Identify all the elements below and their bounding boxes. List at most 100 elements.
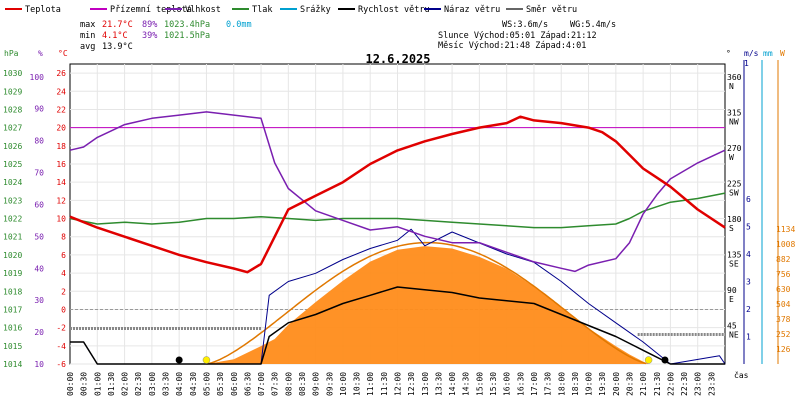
tick-pct: 10 — [34, 360, 44, 369]
legend-vlhkost: Vlhkost — [185, 5, 221, 15]
tick-hpa: 1018 — [3, 287, 22, 296]
tick-hpa: 1029 — [3, 87, 22, 96]
tick-w: 630 — [776, 285, 791, 294]
tick-deg: 45 — [727, 321, 737, 330]
tick-ms: 6 — [746, 195, 751, 204]
wind-speed-line — [70, 286, 725, 365]
tick-x: 03:00 — [148, 372, 157, 396]
tick-ms: 2 — [746, 305, 751, 314]
tick-w: 378 — [776, 315, 791, 324]
tick-x: 10:30 — [353, 372, 362, 396]
tick-c: 26 — [56, 69, 66, 78]
legend-prizemni-teplota: Přízemní teplota — [110, 5, 192, 15]
tick-x: 00:00 — [66, 372, 75, 396]
tick-x: 07:30 — [271, 372, 280, 396]
tick-ms: 1 — [746, 333, 751, 342]
unit-pct: % — [38, 49, 43, 58]
tick-x: 09:30 — [325, 372, 334, 396]
unit-deg: ° — [726, 49, 731, 58]
tick-x: 22:30 — [680, 372, 689, 396]
tick-x: 15:00 — [475, 372, 484, 396]
unit-w: W — [780, 49, 785, 58]
legend-srazky: Srážky — [300, 5, 331, 15]
tick-hpa: 1021 — [3, 233, 22, 242]
tick-dir: S — [729, 224, 734, 233]
unit-ms: m/s — [744, 49, 759, 58]
tick-pct: 60 — [34, 200, 44, 209]
tick-pct: 80 — [34, 137, 44, 146]
tick-x: 21:00 — [639, 372, 648, 396]
tick-x: 22:00 — [666, 372, 675, 396]
tick-dir: NW — [729, 117, 739, 126]
tick-c: 14 — [56, 178, 66, 187]
tick-c: -2 — [56, 324, 66, 333]
tick-x: 06:00 — [230, 372, 239, 396]
tick-x: 16:30 — [516, 372, 525, 396]
tick-w: 126 — [776, 345, 791, 354]
stats-block: max 21.7°C 89% 1023.4hPa 0.0mm min 4.1°C… — [80, 20, 252, 52]
humidity-line — [69, 111, 726, 273]
tick-hpa: 1028 — [3, 105, 22, 114]
tick-x: 12:30 — [407, 372, 416, 396]
tick-hpa: 1014 — [3, 360, 22, 369]
tick-deg: 90 — [727, 286, 737, 295]
stat-max-hum: 89% — [142, 20, 157, 30]
tick-hpa: 1019 — [3, 269, 22, 278]
tick-pct: 40 — [34, 264, 44, 273]
tick-ms: 4 — [746, 250, 751, 259]
tick-c: 16 — [56, 160, 66, 169]
tick-hpa: 1027 — [3, 124, 22, 133]
x-axis: 00:00 00:30 01:00 01:30 02:00 02:30 03:00 03:30… — [66, 372, 716, 396]
tick-hpa: 1026 — [3, 142, 22, 151]
tick-x: 12:00 — [394, 372, 403, 396]
stat-precip: 0.0mm — [226, 20, 252, 30]
info-sun: Slunce Východ:05:01 Západ:21:12 — [438, 31, 597, 41]
tick-x: 03:30 — [162, 372, 171, 396]
tick-hpa: 1030 — [3, 69, 22, 78]
tick-x: 02:00 — [121, 372, 130, 396]
pressure-line — [69, 192, 726, 229]
ms-top-tick: 1 — [744, 59, 749, 68]
stat-min-hum: 39% — [142, 31, 157, 41]
tick-dir: NE — [729, 330, 739, 339]
tick-hpa: 1022 — [3, 215, 22, 224]
tick-c: 12 — [56, 196, 66, 205]
tick-c: 0 — [61, 305, 66, 314]
tick-x: 01:30 — [107, 372, 116, 396]
plot-area — [69, 111, 726, 365]
tick-c: 2 — [61, 287, 66, 296]
tick-hpa: 1023 — [3, 196, 22, 205]
tick-x: 16:00 — [503, 372, 512, 396]
tick-x: 06:30 — [243, 372, 252, 396]
moon-rise-marker — [661, 356, 669, 364]
tick-deg: 360 — [727, 73, 742, 82]
tick-x: 13:00 — [421, 372, 430, 396]
tick-x: 17:00 — [530, 372, 539, 396]
tick-ms: 5 — [746, 223, 751, 232]
tick-dir: W — [729, 153, 734, 162]
tick-x: 08:30 — [298, 372, 307, 396]
unit-headers: hPa % °C ° m/s mm W 1 čas — [4, 49, 785, 380]
tick-pct: 100 — [30, 73, 45, 82]
tick-dir: SE — [729, 259, 739, 268]
stat-min-label: min — [80, 31, 95, 41]
tick-x: 09:00 — [312, 372, 321, 396]
legend-naraz-vetru: Náraz větru — [444, 5, 500, 15]
legend-teplota: Teplota — [25, 5, 61, 15]
tick-w: 882 — [776, 255, 791, 264]
moon-set-marker — [175, 356, 183, 364]
tick-x: 11:30 — [380, 372, 389, 396]
tick-c: -4 — [56, 342, 66, 351]
tick-dir: SW — [729, 188, 739, 197]
wind-gust-line — [70, 228, 726, 365]
tick-x: 15:30 — [489, 372, 498, 396]
tick-x: 01:00 — [93, 372, 102, 396]
chart-title: 12.6.2025 — [365, 52, 430, 66]
tick-x: 11:00 — [366, 372, 375, 396]
tick-w: 252 — [776, 330, 791, 339]
legend-rychlost-vetru: Rychlost větru — [358, 5, 430, 15]
tick-x: 23:30 — [707, 372, 716, 396]
tick-x: 02:30 — [134, 372, 143, 396]
tick-x: 07:00 — [257, 372, 266, 396]
